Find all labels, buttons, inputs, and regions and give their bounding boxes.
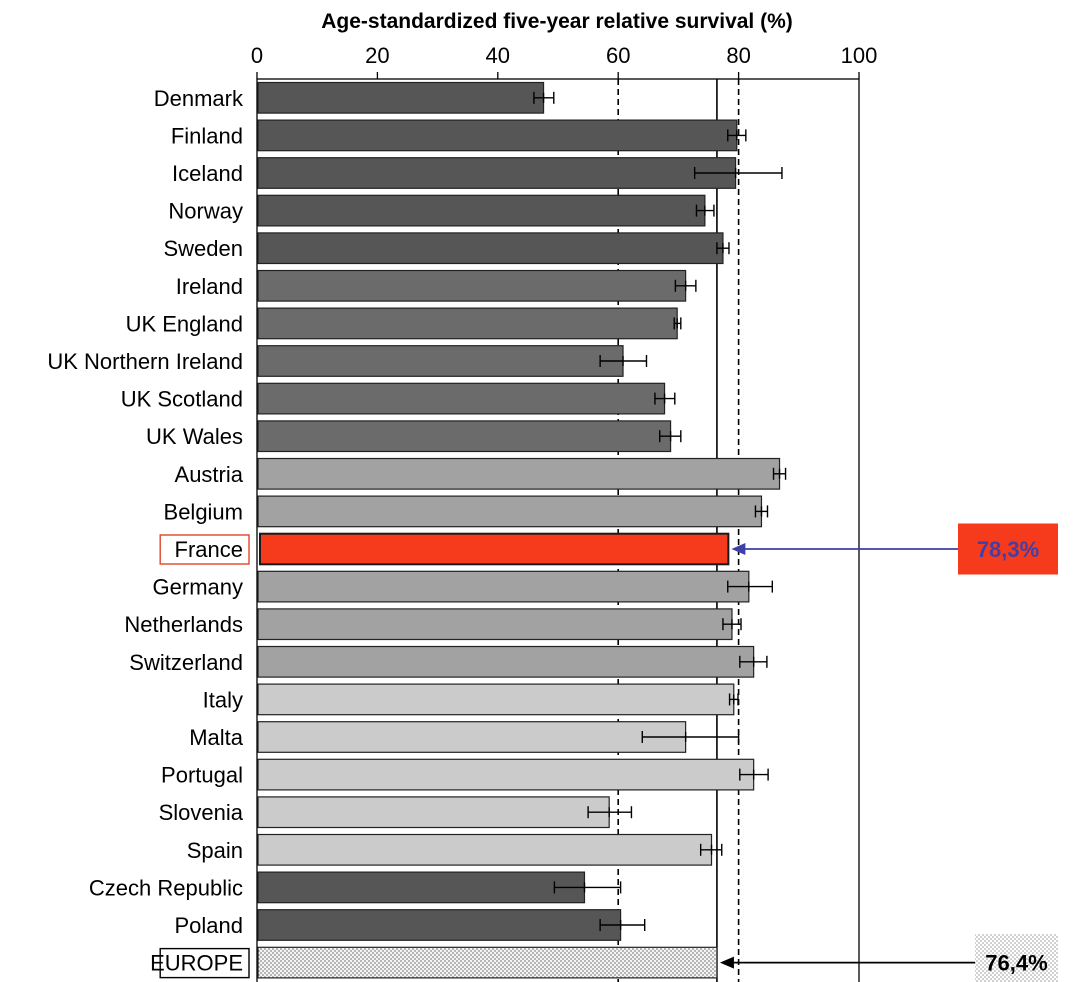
bar-sweden bbox=[257, 232, 724, 265]
callout-label: 78,3% bbox=[977, 537, 1039, 562]
bar-italy bbox=[257, 683, 735, 716]
error-bar-ireland bbox=[674, 279, 697, 292]
category-label-spain: Spain bbox=[187, 838, 243, 863]
error-bar-portugal bbox=[739, 768, 769, 781]
bar-denmark bbox=[257, 81, 545, 114]
error-bar-spain bbox=[699, 843, 723, 856]
bar-finland bbox=[257, 119, 738, 152]
category-label-iceland: Iceland bbox=[172, 161, 243, 186]
error-bar-sweden bbox=[716, 242, 730, 255]
error-bar-norway bbox=[695, 204, 715, 217]
bar-norway bbox=[257, 194, 706, 227]
category-label-czech-republic: Czech Republic bbox=[89, 875, 243, 900]
category-label-uk-northern-ireland: UK Northern Ireland bbox=[47, 349, 243, 374]
callout-box bbox=[958, 523, 1058, 575]
error-bar-uk-scotland bbox=[654, 392, 676, 405]
error-bar-poland bbox=[599, 919, 646, 931]
callout-europe: 76,4% bbox=[719, 934, 1058, 982]
bar-uk-england bbox=[257, 307, 678, 340]
bar-austria bbox=[257, 457, 781, 490]
callout-france: 78,3% bbox=[731, 523, 1058, 575]
category-label-germany: Germany bbox=[153, 575, 243, 600]
category-label-denmark: Denmark bbox=[154, 86, 244, 111]
bar-europe bbox=[257, 946, 718, 979]
label-box-france bbox=[159, 534, 250, 565]
error-bar-belgium bbox=[754, 505, 769, 518]
x-tick-label-40: 40 bbox=[486, 43, 510, 68]
bar-malta bbox=[257, 721, 687, 753]
bar-belgium bbox=[257, 495, 763, 528]
error-bar-malta bbox=[641, 731, 740, 743]
error-bar-germany bbox=[727, 580, 774, 593]
bar-uk-wales bbox=[257, 420, 672, 453]
label-layer: Denmark Finland Iceland Norway Sweden Ireland… bbox=[47, 86, 250, 979]
bar-layer bbox=[257, 81, 787, 979]
error-bar-slovenia bbox=[587, 806, 633, 819]
x-tick-label-80: 80 bbox=[726, 43, 750, 68]
category-label-malta: Malta bbox=[189, 725, 244, 750]
category-label-europe: EUROPE bbox=[150, 951, 243, 976]
bar-portugal bbox=[257, 758, 755, 791]
bar-ireland bbox=[257, 269, 687, 302]
bar-uk-scotland bbox=[257, 382, 666, 415]
tick-layer: 0 20 40 60 80 100 bbox=[251, 43, 877, 79]
category-label-norway: Norway bbox=[168, 199, 243, 224]
category-label-uk-scotland: UK Scotland bbox=[121, 387, 243, 412]
callout-layer: 78,3% 76,4% bbox=[719, 523, 1058, 982]
plot-frame bbox=[256, 78, 860, 982]
category-label-uk-england: UK England bbox=[126, 311, 243, 336]
error-bar-finland bbox=[727, 129, 747, 142]
callout-label: 76,4% bbox=[985, 951, 1047, 976]
bar-france bbox=[259, 532, 730, 566]
category-label-france: France bbox=[175, 537, 243, 562]
category-label-sweden: Sweden bbox=[163, 236, 243, 261]
grid-layer bbox=[256, 78, 860, 982]
error-bar-czech-republic bbox=[553, 881, 622, 894]
category-label-switzerland: Switzerland bbox=[129, 650, 243, 675]
chart-title: Age-standardized five-year relative surv… bbox=[321, 10, 793, 33]
category-label-uk-wales: UK Wales bbox=[146, 424, 243, 449]
callout-box bbox=[975, 934, 1058, 982]
bar-iceland bbox=[257, 157, 737, 189]
x-tick-label-60: 60 bbox=[606, 43, 630, 68]
x-tick-label-0: 0 bbox=[251, 43, 263, 68]
category-label-austria: Austria bbox=[175, 462, 244, 487]
category-label-netherlands: Netherlands bbox=[124, 612, 243, 637]
bar-uk-northern-ireland bbox=[257, 345, 624, 377]
error-bar-austria bbox=[772, 467, 787, 480]
bar-germany bbox=[257, 570, 750, 603]
bar-netherlands bbox=[257, 608, 733, 641]
error-bar-italy bbox=[728, 693, 739, 706]
label-box-europe bbox=[159, 947, 250, 979]
category-label-ireland: Ireland bbox=[176, 274, 243, 299]
error-bar-switzerland bbox=[739, 655, 768, 668]
error-bar-netherlands bbox=[722, 618, 742, 631]
category-label-finland: Finland bbox=[171, 123, 243, 148]
error-bar-iceland bbox=[693, 167, 783, 179]
bar-poland bbox=[257, 909, 622, 941]
category-label-slovenia: Slovenia bbox=[159, 800, 244, 825]
error-bar-denmark bbox=[533, 91, 555, 104]
x-tick-label-20: 20 bbox=[365, 43, 389, 68]
bar-slovenia bbox=[257, 796, 610, 829]
category-label-poland: Poland bbox=[174, 913, 243, 938]
bar-spain bbox=[257, 833, 713, 866]
error-bar-uk-england bbox=[673, 317, 682, 330]
category-label-italy: Italy bbox=[203, 687, 243, 712]
callout-arrow-head bbox=[719, 956, 734, 969]
category-label-portugal: Portugal bbox=[161, 763, 243, 788]
x-tick-label-100: 100 bbox=[841, 43, 878, 68]
category-label-belgium: Belgium bbox=[164, 499, 243, 524]
callout-arrow-head bbox=[731, 543, 746, 555]
error-bar-uk-wales bbox=[659, 430, 682, 443]
error-bar-uk-northern-ireland bbox=[599, 355, 648, 367]
bar-switzerland bbox=[257, 645, 755, 678]
bar-czech-republic bbox=[257, 871, 586, 904]
